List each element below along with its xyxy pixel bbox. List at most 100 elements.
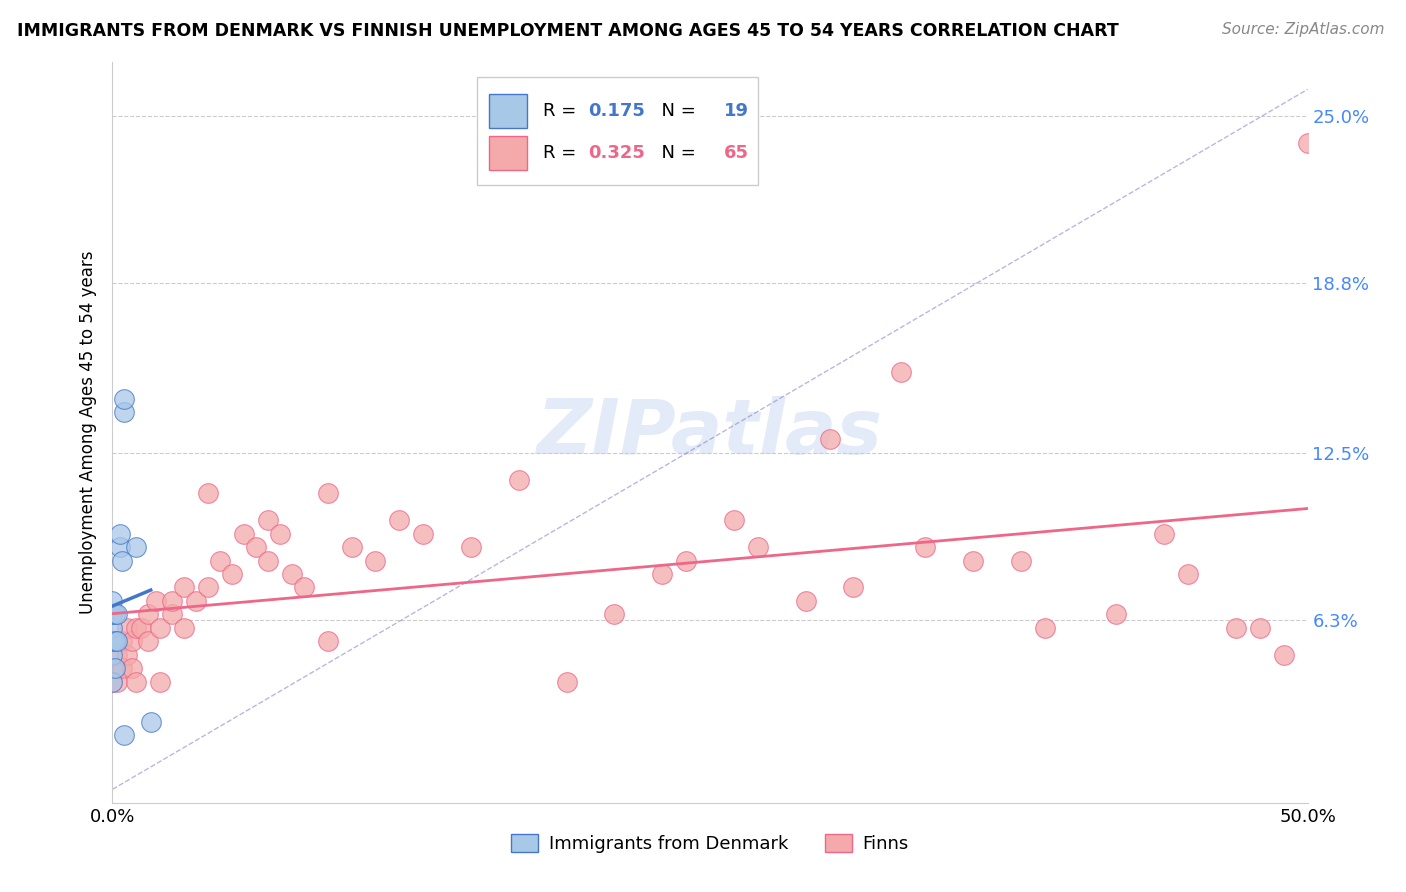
- Text: Source: ZipAtlas.com: Source: ZipAtlas.com: [1222, 22, 1385, 37]
- Point: [460, 540, 482, 554]
- Point: [105, 607, 128, 622]
- Text: 19: 19: [724, 102, 749, 120]
- Point: [129, 621, 152, 635]
- Point: [101, 661, 124, 675]
- Point: [105, 674, 128, 689]
- Bar: [489, 95, 527, 128]
- Point: [651, 566, 673, 581]
- Point: [603, 607, 626, 622]
- Point: [111, 553, 134, 567]
- Point: [108, 540, 131, 554]
- Point: [101, 634, 124, 648]
- Point: [105, 648, 128, 662]
- Point: [1225, 621, 1247, 635]
- Point: [149, 674, 172, 689]
- Point: [138, 607, 160, 622]
- Text: 65: 65: [724, 144, 749, 161]
- Point: [101, 621, 124, 635]
- Point: [675, 553, 697, 567]
- Text: IMMIGRANTS FROM DENMARK VS FINNISH UNEMPLOYMENT AMONG AGES 45 TO 54 YEARS CORREL: IMMIGRANTS FROM DENMARK VS FINNISH UNEMP…: [17, 22, 1119, 40]
- Point: [115, 648, 138, 662]
- Point: [1033, 621, 1056, 635]
- Text: R =: R =: [543, 144, 582, 161]
- Point: [245, 540, 267, 554]
- Point: [364, 553, 387, 567]
- Point: [794, 594, 817, 608]
- Point: [173, 581, 195, 595]
- Point: [292, 581, 315, 595]
- Text: ZIPatlas: ZIPatlas: [537, 396, 883, 469]
- Point: [114, 729, 135, 743]
- Point: [114, 405, 135, 419]
- Point: [723, 513, 745, 527]
- Point: [101, 674, 124, 689]
- Point: [388, 513, 411, 527]
- Point: [257, 513, 280, 527]
- Text: N =: N =: [650, 102, 702, 120]
- Point: [101, 634, 124, 648]
- Point: [316, 486, 339, 500]
- Point: [125, 540, 148, 554]
- Point: [842, 581, 865, 595]
- Point: [173, 621, 195, 635]
- Text: 0.325: 0.325: [588, 144, 645, 161]
- Point: [281, 566, 304, 581]
- Point: [1153, 526, 1175, 541]
- Point: [162, 594, 183, 608]
- Point: [1296, 136, 1319, 151]
- Point: [340, 540, 363, 554]
- Point: [125, 621, 148, 635]
- Point: [209, 553, 232, 567]
- Point: [101, 594, 124, 608]
- Point: [269, 526, 291, 541]
- Point: [101, 648, 124, 662]
- Point: [555, 674, 578, 689]
- Point: [197, 581, 219, 595]
- Point: [1249, 621, 1271, 635]
- Point: [101, 607, 124, 622]
- Point: [747, 540, 769, 554]
- Point: [138, 634, 160, 648]
- Text: R =: R =: [543, 102, 582, 120]
- Legend: Immigrants from Denmark, Finns: Immigrants from Denmark, Finns: [503, 827, 917, 861]
- Point: [1177, 566, 1199, 581]
- FancyBboxPatch shape: [477, 78, 758, 185]
- Point: [197, 486, 219, 500]
- Point: [121, 661, 143, 675]
- Point: [1272, 648, 1295, 662]
- Text: N =: N =: [650, 144, 702, 161]
- Bar: [489, 136, 527, 169]
- Point: [101, 674, 124, 689]
- Point: [186, 594, 208, 608]
- Point: [104, 661, 127, 675]
- Point: [221, 566, 243, 581]
- Point: [105, 634, 128, 648]
- Point: [890, 365, 912, 379]
- Point: [1010, 553, 1032, 567]
- Text: 0.175: 0.175: [588, 102, 645, 120]
- Point: [101, 607, 124, 622]
- Point: [412, 526, 434, 541]
- Point: [111, 661, 134, 675]
- Point: [233, 526, 256, 541]
- Point: [316, 634, 339, 648]
- Y-axis label: Unemployment Among Ages 45 to 54 years: Unemployment Among Ages 45 to 54 years: [79, 251, 97, 615]
- Point: [115, 621, 138, 635]
- Point: [257, 553, 280, 567]
- Point: [149, 621, 172, 635]
- Point: [145, 594, 167, 608]
- Point: [962, 553, 984, 567]
- Point: [121, 634, 143, 648]
- Point: [1105, 607, 1128, 622]
- Point: [104, 634, 127, 648]
- Point: [508, 473, 530, 487]
- Point: [125, 674, 148, 689]
- Point: [914, 540, 936, 554]
- Point: [818, 433, 841, 447]
- Point: [162, 607, 183, 622]
- Point: [111, 634, 134, 648]
- Point: [139, 714, 162, 729]
- Point: [104, 607, 127, 622]
- Point: [108, 526, 131, 541]
- Point: [114, 392, 135, 406]
